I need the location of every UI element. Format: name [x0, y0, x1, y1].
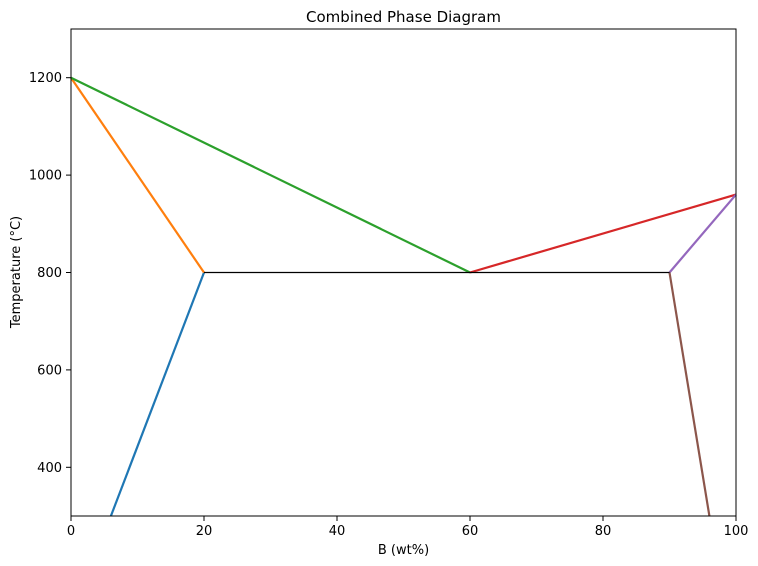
phase-boundary-line-6 [668, 272, 711, 517]
x-axis: 0 20 40 60 80 100 [67, 516, 749, 539]
x-axis-label: B (wt%) [378, 543, 429, 558]
y-tick-label: 800 [37, 266, 62, 281]
phase-boundary-line-3 [70, 76, 471, 274]
plot-lines [70, 76, 737, 517]
x-tick-label: 0 [67, 524, 75, 539]
y-axis: 400 600 800 1000 1200 [29, 71, 71, 476]
phase-boundary-line-5 [668, 193, 737, 274]
phase-boundary-line-1 [109, 272, 206, 517]
x-tick-label: 20 [196, 524, 213, 539]
x-tick-label: 100 [724, 524, 749, 539]
y-tick-label: 600 [37, 363, 62, 378]
y-axis-label: Temperature (°C) [9, 216, 24, 329]
chart-title: Combined Phase Diagram [306, 8, 501, 26]
phase-boundary-line-4 [469, 193, 737, 274]
x-tick-label: 60 [462, 524, 479, 539]
x-tick-label: 40 [329, 524, 346, 539]
phase-boundary-line-2 [70, 77, 205, 274]
y-tick-label: 1000 [29, 169, 62, 184]
x-tick-label: 80 [595, 524, 612, 539]
y-tick-label: 400 [37, 461, 62, 476]
y-tick-label: 1200 [29, 71, 62, 86]
